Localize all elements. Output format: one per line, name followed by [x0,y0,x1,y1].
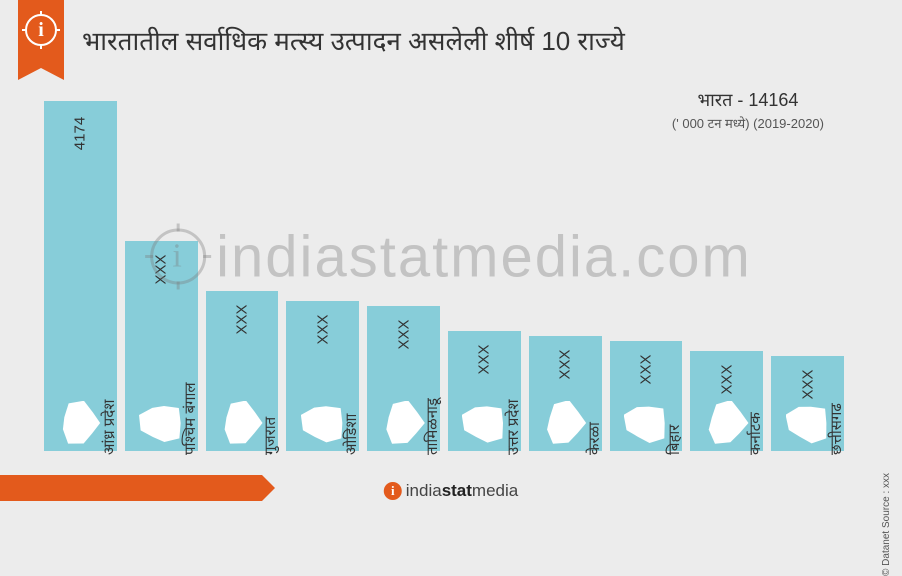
bar-label: केरळा [584,422,604,455]
footer-accent-bar [0,475,262,501]
bar: XXXबिहार [610,341,683,451]
bar: XXXकेरळा [529,336,602,451]
bar-label: पश्चिम बंगाल [180,382,200,455]
bar-label: आंध्र प्रदेश [99,400,119,455]
bar-label: गुजरात [260,417,280,455]
state-silhouette-icon [462,401,506,445]
bar-value: XXX [799,369,816,399]
header-ribbon: i [18,0,64,68]
bar-label: बिहार [664,425,684,455]
bar: XXXपश्चिम बंगाल [125,241,198,451]
info-icon: i [25,14,57,46]
bar-value: XXX [476,344,493,374]
bar-label: कर्नाटक [745,412,765,455]
state-silhouette-icon [624,401,668,445]
bar: XXXउत्तर प्रदेश [448,331,521,451]
bar-label: उत्तर प्रदेश [503,399,523,455]
bar-value: XXX [395,319,412,349]
bar-value: XXX [718,364,735,394]
footer-brand: i indiastatmedia [384,481,518,501]
state-silhouette-icon [58,401,102,445]
bar: XXXतामिळनाडू [367,306,440,451]
bar-chart: 4174आंध्र प्रदेशXXXपश्चिम बंगालXXXगुजरात… [44,71,844,451]
state-silhouette-icon [220,401,264,445]
bar-label: ओडिशा [341,414,361,455]
copyright-text: © Datanet Source : xxx [881,473,892,576]
bar-value: XXX [233,304,250,334]
bar: XXXकर्नाटक [690,351,763,451]
bar-value: 4174 [72,117,89,150]
bar-label: छत्तीसगढ [826,403,846,455]
brand-icon: i [384,482,402,500]
brand-text: indiastatmedia [406,481,518,501]
state-silhouette-icon [786,401,830,445]
bar-value: XXX [153,254,170,284]
bar: 4174आंध्र प्रदेश [44,101,117,451]
bar-label: तामिळनाडू [422,398,442,455]
state-silhouette-icon [301,401,345,445]
state-silhouette-icon [705,401,749,445]
state-silhouette-icon [543,401,587,445]
chart-title: भारतातील सर्वाधिक मत्स्य उत्पादन असलेली … [82,22,625,58]
state-silhouette-icon [382,401,426,445]
state-silhouette-icon [139,401,183,445]
bar-rect: 4174 [44,101,117,451]
bar-value: XXX [557,349,574,379]
bar-value: XXX [314,314,331,344]
bar: XXXगुजरात [206,291,279,451]
bar: XXXओडिशा [286,301,359,451]
bar-value: XXX [637,354,654,384]
bar: XXXछत्तीसगढ [771,356,844,451]
